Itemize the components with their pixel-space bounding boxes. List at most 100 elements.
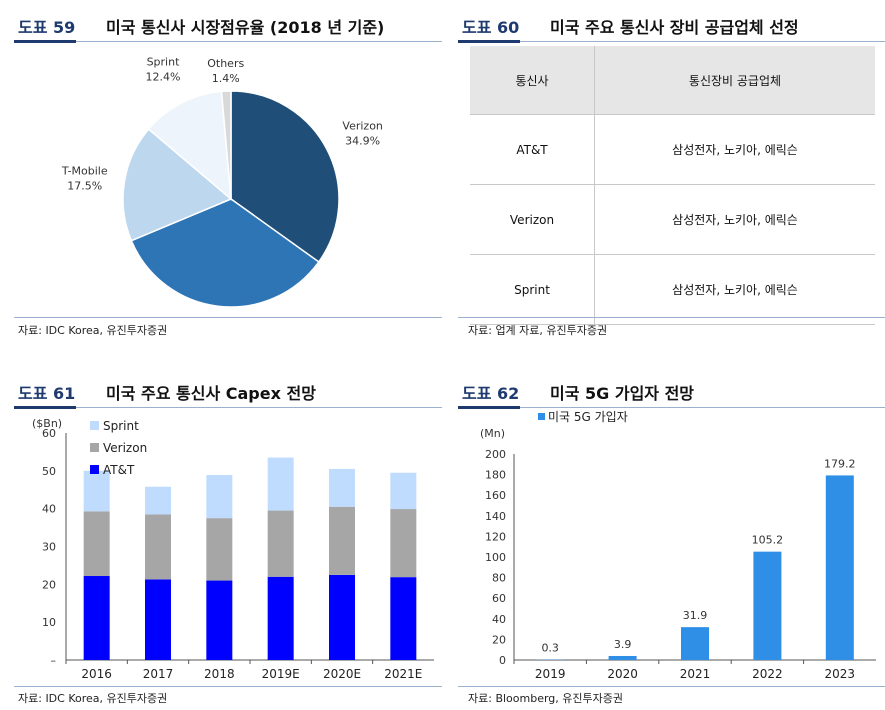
data-label: 105.2	[752, 534, 784, 547]
x-tick-label: 2020	[607, 667, 638, 681]
bar	[681, 627, 709, 660]
table-cell: 삼성전자, 노키아, 에릭슨	[594, 254, 875, 325]
y-tick-label: 20	[492, 633, 506, 646]
bar-segment	[145, 486, 171, 515]
y-tick-label: 160	[485, 489, 506, 502]
panel-capex: 도표 61 미국 주요 통신사 Capex 전망 ($Bn) – 10 20 30 40 5…	[14, 378, 442, 710]
slice-value-label: 17.5%	[67, 179, 102, 192]
y-tick-label: 20	[42, 578, 56, 591]
legend-label: AT&T	[103, 463, 135, 477]
pie-slice	[130, 198, 320, 308]
panel-supplier-table: 도표 60 미국 주요 통신사 장비 공급업체 선정 통신사 통신장비 공급업체…	[458, 12, 885, 342]
x-tick-label: 2019E	[262, 667, 300, 681]
header-rule	[76, 407, 442, 408]
y-tick-label: 140	[485, 510, 506, 523]
bar-segment	[206, 474, 233, 519]
source-rule	[14, 686, 442, 687]
legend-label: 미국 5G 가입자	[548, 410, 628, 424]
bar-segment	[267, 457, 294, 511]
y-unit-label: ($Bn)	[32, 417, 62, 430]
slice-label: Sprint	[147, 56, 181, 69]
x-tick-label: 2022	[752, 667, 783, 681]
y-tick-label: 200	[485, 448, 506, 461]
bar-segment	[329, 506, 355, 575]
bar-segment	[267, 510, 294, 577]
table-cell: 삼성전자, 노키아, 에릭슨	[594, 184, 875, 255]
y-tick-label: 180	[485, 469, 506, 482]
supplier-table: 통신사 통신장비 공급업체 AT&T 삼성전자, 노키아, 에릭슨 Verizo…	[470, 46, 875, 325]
y-tick-label: 30	[42, 541, 56, 554]
pie-slice	[147, 90, 232, 201]
header-accent-line	[458, 40, 520, 43]
panel-header: 도표 59 미국 통신사 시장점유율 (2018 년 기준)	[14, 12, 442, 43]
data-label: 179.2	[824, 457, 856, 470]
source-note: 자료: Bloomberg, 유진투자증권	[468, 692, 623, 705]
table-cell: Sprint	[470, 254, 595, 325]
figure-title: 미국 주요 통신사 Capex 전망	[106, 384, 316, 403]
data-label: 31.9	[683, 609, 708, 622]
subscriber-chart: (Mn) 0 20 40 60 80 100 120 140 160 180 200 0.3 2019 3.…	[480, 410, 876, 681]
bar-segment	[145, 514, 171, 580]
figure-number: 도표 59	[18, 18, 76, 37]
bar-segment	[206, 518, 233, 581]
table-row: Sprint 삼성전자, 노키아, 에릭슨	[470, 254, 875, 325]
table-cell: Verizon	[470, 184, 595, 255]
table-cell: AT&T	[470, 114, 595, 185]
bar-segment	[267, 576, 294, 660]
column-header: 통신사	[470, 46, 595, 115]
header-rule	[520, 407, 885, 408]
x-tick-label: 2016	[81, 667, 112, 681]
legend-swatch	[90, 443, 99, 452]
y-tick-label: 120	[485, 530, 506, 543]
bar-segment	[83, 576, 110, 660]
figure-title: 미국 5G 가입자 전망	[550, 384, 695, 403]
legend-swatch	[538, 413, 545, 420]
figure-number: 도표 62	[462, 384, 520, 403]
bar	[825, 475, 854, 660]
y-tick-label: 80	[492, 572, 506, 585]
source-rule	[458, 317, 885, 318]
table-row: Verizon 삼성전자, 노키아, 에릭슨	[470, 184, 875, 255]
pie-slice	[220, 90, 232, 200]
table-header-row: 통신사 통신장비 공급업체	[470, 46, 875, 115]
x-tick-label: 2021E	[384, 667, 422, 681]
pie-slice	[122, 128, 233, 242]
y-tick-label: 60	[42, 427, 56, 440]
slice-label: Others	[207, 57, 244, 70]
legend-label: Sprint	[103, 419, 139, 433]
header-rule	[76, 41, 442, 42]
x-tick-label: 2019	[535, 667, 566, 681]
y-unit-label: (Mn)	[480, 427, 505, 440]
y-tick-label: –	[51, 654, 57, 667]
slice-value-label: 12.4%	[146, 71, 181, 84]
header-accent-line	[458, 406, 520, 409]
bar	[608, 655, 637, 660]
bar-segment	[145, 579, 171, 660]
x-tick-label: 2017	[143, 667, 174, 681]
panel-market-share: 도표 59 미국 통신사 시장점유율 (2018 년 기준) Verizon 34…	[14, 12, 442, 342]
y-tick-label: 40	[42, 503, 56, 516]
source-rule	[14, 317, 442, 318]
bar-segment	[83, 470, 110, 512]
figure-title: 미국 주요 통신사 장비 공급업체 선정	[550, 18, 799, 37]
table-row: AT&T 삼성전자, 노키아, 에릭슨	[470, 114, 875, 185]
header-accent-line	[14, 406, 76, 409]
x-tick-label: 2020E	[323, 667, 361, 681]
legend-swatch	[90, 465, 99, 474]
bar-segment	[390, 509, 417, 578]
capex-chart: ($Bn) – 10 20 30 40 50 60 2016 2017 2018 2019E 2020E…	[32, 417, 434, 681]
bar-segment	[390, 472, 417, 510]
slice-value-label: 34.9%	[345, 134, 380, 147]
panel-header: 도표 62 미국 5G 가입자 전망	[458, 378, 885, 409]
y-tick-label: 40	[492, 613, 506, 626]
panel-5g-subscribers: 도표 62 미국 5G 가입자 전망 (Mn) 0 20 40 60 80 100 120 14…	[458, 378, 885, 710]
bar-segment	[329, 468, 355, 507]
legend-label: Verizon	[103, 441, 147, 455]
x-tick-label: 2023	[825, 667, 856, 681]
data-label: 0.3	[541, 642, 559, 655]
x-tick-label: 2021	[680, 667, 711, 681]
y-tick-label: 0	[499, 654, 506, 667]
table-cell: 삼성전자, 노키아, 에릭슨	[594, 114, 875, 185]
data-label: 3.9	[614, 638, 632, 651]
x-tick-label: 2018	[204, 667, 235, 681]
